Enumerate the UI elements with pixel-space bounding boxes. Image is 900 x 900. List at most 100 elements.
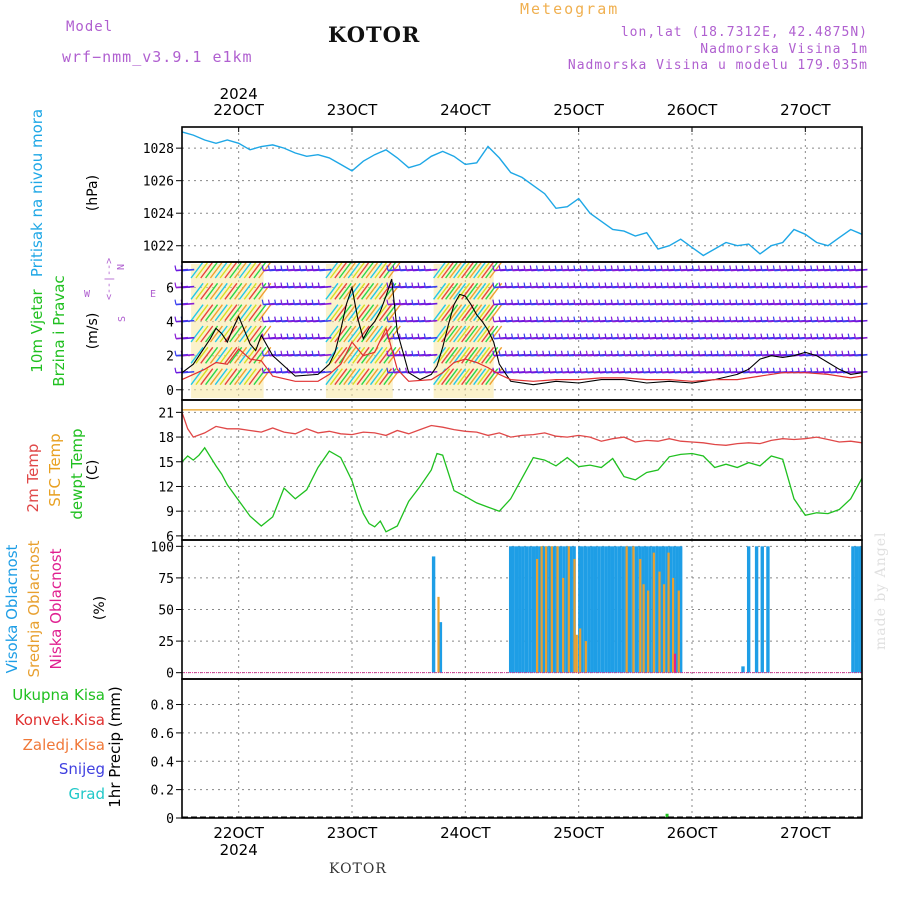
wind-barb-tick	[535, 350, 539, 356]
wind-barb-tick	[585, 350, 588, 356]
wind-barb-tick	[529, 350, 532, 356]
wind-barb-tick	[573, 282, 576, 288]
wind-barb-tick	[286, 299, 289, 305]
wind-barb-tick	[274, 333, 277, 339]
wind-barb-strong	[481, 282, 495, 300]
wind-barb-tick	[803, 333, 807, 339]
wind-barb-strong	[258, 304, 272, 322]
wind-barb-tick	[261, 367, 264, 373]
wind-barb-tick	[604, 265, 607, 271]
cloud-bar-mid	[562, 577, 565, 673]
x-tick-label-bottom: 22OCT	[213, 824, 264, 842]
cloud-bar-mid	[567, 546, 570, 673]
wind-barb-tick	[629, 299, 632, 305]
wind-barb-strong	[445, 261, 459, 279]
wind-barb-strong	[190, 304, 204, 322]
wind-barb-tick	[816, 265, 819, 271]
wind-barb-tick	[785, 265, 788, 271]
wind-barb-strong	[219, 261, 233, 279]
wind-barb-tick	[797, 367, 800, 373]
wind-barb-strong	[356, 282, 370, 300]
y-tick-label: 1026	[143, 175, 174, 190]
wind-barb-tick	[779, 265, 782, 271]
wind-barb-strong	[195, 261, 209, 279]
wind-barb-tick	[286, 265, 289, 271]
wind-barb	[319, 268, 332, 272]
wind-barb-tick	[174, 350, 177, 356]
wind-barb-tick	[679, 350, 682, 356]
wind-barb-strong	[352, 282, 366, 300]
wind-barb-strong	[461, 325, 475, 343]
wind-barb-tick	[698, 333, 701, 339]
wind-barb-tick	[573, 316, 576, 322]
wind-barb-tick	[741, 265, 744, 271]
wind-barb-strong	[485, 368, 499, 386]
wind-barb-tick	[305, 350, 308, 356]
wind-barb-tick	[841, 299, 844, 305]
compass-west: W	[84, 289, 91, 300]
wind-barb-tick	[292, 367, 296, 373]
cloud-bar-high	[665, 546, 669, 673]
cloud-bar-high	[508, 546, 513, 673]
wind-barb-tick	[691, 265, 694, 271]
wind-barb-tick	[299, 265, 302, 271]
y-axis-label: (%)	[92, 596, 108, 620]
wind-barb-tick	[623, 299, 626, 305]
cloud-bar-high	[538, 546, 542, 673]
wind-barb-strong	[489, 304, 503, 322]
wind-barb-tick	[398, 333, 401, 339]
wind-barb-strong	[325, 261, 339, 279]
wind-barb-strong	[190, 346, 204, 364]
wind-barb-strong	[356, 261, 370, 279]
wind-barb-tick	[822, 299, 825, 305]
wind-barb-strong	[343, 261, 357, 279]
y-tick-label: 0.6	[151, 727, 174, 742]
wind-barb-tick	[710, 367, 713, 373]
wind-barb-strong	[343, 346, 357, 364]
wind-barb-strong	[461, 346, 475, 364]
wind-barb-strong	[481, 261, 495, 279]
wind-barb-tick	[267, 350, 271, 356]
wind-barb-tick	[629, 265, 632, 271]
wind-barb-tick	[386, 265, 389, 271]
wind-barb-tick	[299, 350, 302, 356]
wind-barb-tick	[766, 333, 769, 339]
wind-barb-tick	[772, 282, 775, 288]
wind-barb-tick	[548, 367, 551, 373]
wind-barb-strong	[347, 282, 361, 300]
wind-barb-tick	[411, 265, 414, 271]
wind-barb-tick	[554, 282, 557, 288]
wind-barb-tick	[280, 316, 283, 322]
wind-barb-strong	[243, 325, 257, 343]
cloud-bar-mid	[632, 546, 635, 673]
wind-barb-tick	[567, 367, 570, 373]
cloud-bar-mid	[545, 546, 548, 673]
wind-barb-strong	[253, 261, 267, 279]
wind-barb-strong	[356, 368, 370, 386]
y-tick-label: 6	[166, 530, 174, 545]
wind-barb-tick	[835, 333, 838, 339]
wind-barb-tick	[666, 316, 670, 322]
wind-barb-strong	[383, 325, 397, 343]
y-tick-label: 0	[166, 812, 174, 827]
cloud-bar-high	[583, 546, 588, 673]
wind-barb-tick	[398, 299, 401, 305]
wind-barb-tick	[598, 350, 601, 356]
wind-barb-strong	[374, 325, 388, 343]
wind-barb-tick	[274, 350, 277, 356]
wind-barb-tick	[847, 316, 850, 322]
wind-barb-tick	[722, 282, 726, 288]
wind-barb-tick	[797, 350, 800, 356]
wind-barb-tick	[517, 299, 520, 305]
wind-barb-strong	[453, 346, 467, 364]
x-tick-label-top: 25OCT	[553, 101, 604, 119]
wind-barb-tick	[542, 367, 545, 373]
wind-barb-tick	[560, 265, 564, 271]
station-title: KOTOR	[328, 22, 421, 47]
wind-barb-tick	[754, 367, 757, 373]
wind-barb-strong	[352, 368, 366, 386]
wind-barb-tick	[729, 282, 732, 288]
cloud-bar-high	[607, 546, 611, 673]
wind-barb-tick	[560, 316, 564, 322]
wind-barb-strong	[334, 282, 348, 300]
